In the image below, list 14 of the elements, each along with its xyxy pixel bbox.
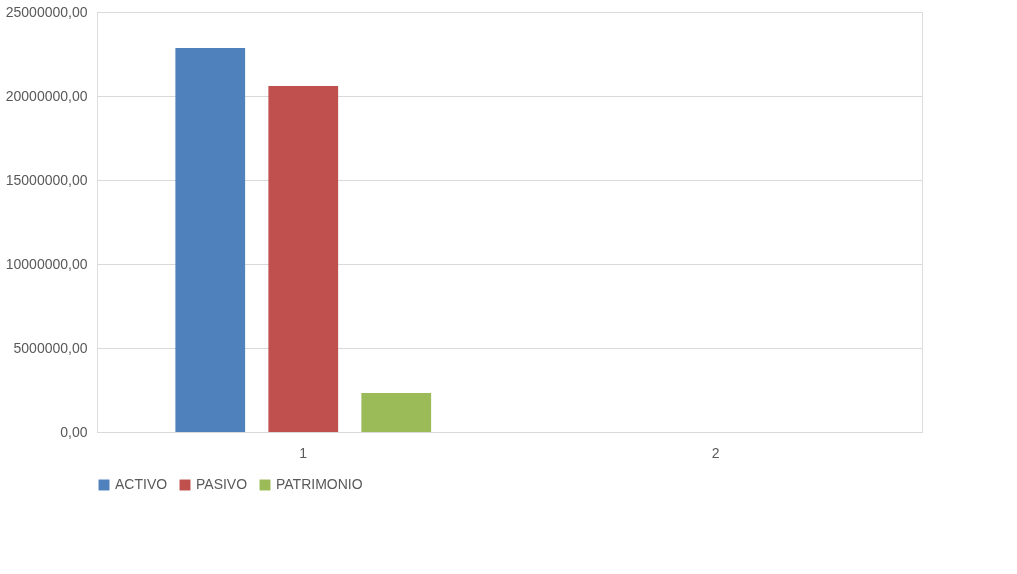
- legend-label: PATRIMONIO: [276, 476, 363, 492]
- y-tick-label: 25000000,00: [5, 3, 88, 20]
- y-tick-label: 10000000,00: [5, 255, 88, 272]
- y-tick-label: 15000000,00: [5, 171, 88, 188]
- y-tick-label: 0,00: [60, 423, 88, 440]
- x-tick-label: 1: [299, 444, 308, 461]
- x-tick-label: 2: [711, 444, 720, 461]
- bar: [175, 47, 246, 432]
- legend-label: ACTIVO: [115, 476, 168, 492]
- legend-label: PASIVO: [196, 476, 248, 492]
- y-tick-label: 5000000,00: [13, 339, 88, 356]
- y-tick-label: 20000000,00: [5, 87, 88, 104]
- bar: [361, 393, 432, 432]
- bar: [268, 85, 339, 432]
